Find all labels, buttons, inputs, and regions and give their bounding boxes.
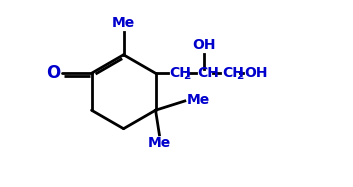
Text: CH: CH xyxy=(222,66,244,80)
Text: OH: OH xyxy=(244,66,268,80)
Text: Me: Me xyxy=(186,93,210,107)
Text: O: O xyxy=(46,64,60,82)
Text: Me: Me xyxy=(148,136,171,150)
Text: CH: CH xyxy=(197,66,219,80)
Text: OH: OH xyxy=(192,39,216,53)
Text: CH: CH xyxy=(169,66,191,80)
Text: Me: Me xyxy=(112,16,135,30)
Text: 2: 2 xyxy=(183,71,191,81)
Text: 2: 2 xyxy=(236,71,243,81)
